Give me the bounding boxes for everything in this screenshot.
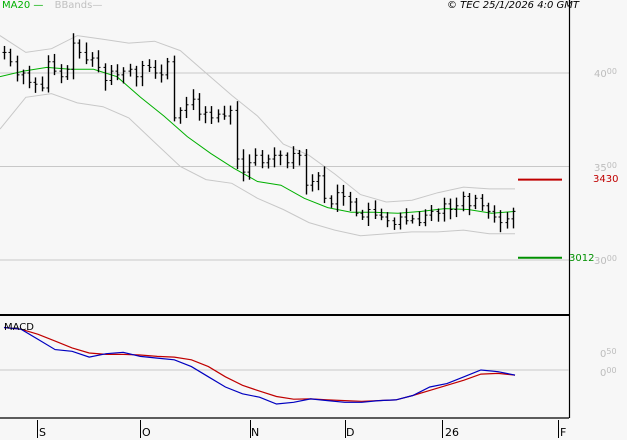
macd-tick-050: 050 — [600, 347, 617, 360]
x-label-feb: F — [560, 426, 567, 439]
price-tick-3500: 3500 — [594, 161, 617, 174]
legend-bbands: BBands— — [54, 0, 103, 11]
price-tick-3000: 3000 — [594, 254, 617, 267]
resistance-label: 3430 — [593, 174, 619, 185]
x-label-dec: D — [346, 426, 355, 439]
legend-ma20: MA20 — — [2, 0, 44, 11]
support-label: 3012 — [569, 253, 595, 264]
copyright-timestamp: © TEC 25/1/2026 4:0 GMT — [447, 0, 579, 11]
x-label-sep: S — [39, 426, 46, 439]
price-tick-4000: 4000 — [594, 67, 617, 80]
chart-legend: MA20 — BBands— — [2, 0, 102, 12]
macd-tick-000: 000 — [600, 366, 617, 379]
x-label-nov: N — [251, 426, 260, 439]
x-label-oct: O — [142, 426, 151, 439]
x-label-jan26: 26 — [445, 426, 459, 439]
macd-title: MACD — [4, 322, 34, 333]
